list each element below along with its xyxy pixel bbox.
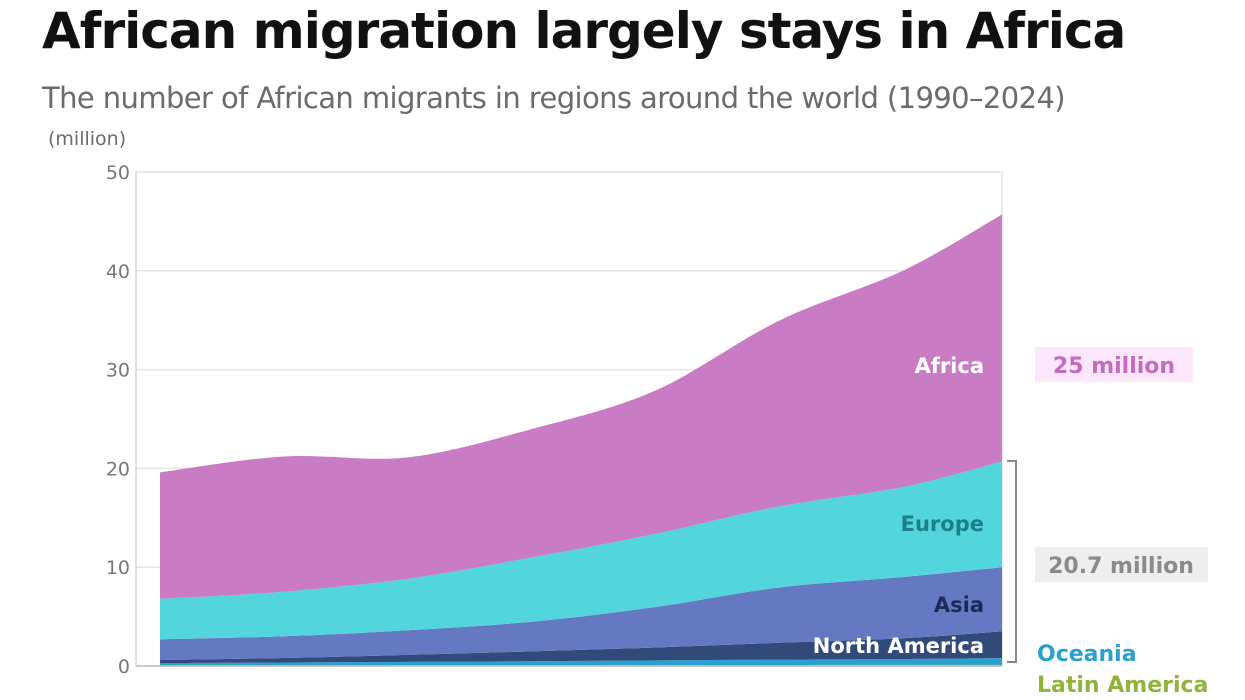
- area-oceania: [160, 658, 1002, 666]
- y-tick-0: 0: [118, 656, 130, 678]
- chart-subtitle: The number of African migrants in region…: [42, 81, 1066, 115]
- y-tick-labels: 0 10 20 30 40 50: [106, 162, 130, 678]
- series-label-latin-america: Latin America: [1037, 673, 1208, 698]
- axes: [135, 172, 1002, 667]
- africa-total-callout: 25 million: [1053, 354, 1175, 379]
- y-tick-10: 10: [106, 557, 130, 579]
- series-label-north-america: North America: [813, 634, 984, 658]
- africa-callout-bg: [1035, 347, 1193, 382]
- area-africa: [160, 214, 1002, 599]
- y-tick-30: 30: [106, 360, 130, 382]
- series-label-europe: Europe: [901, 512, 984, 536]
- y-tick-40: 40: [106, 261, 130, 283]
- area-asia: [160, 567, 1002, 661]
- y-tick-20: 20: [106, 458, 130, 480]
- area-north-america: [160, 631, 1002, 664]
- y-tick-50: 50: [106, 162, 130, 184]
- outside-africa-bracket: [1007, 460, 1017, 663]
- series-label-africa: Africa: [914, 354, 984, 378]
- outside-total-callout: 20.7 million: [1048, 554, 1194, 579]
- area-europe: [160, 461, 1002, 640]
- series-label-oceania: Oceania: [1037, 642, 1137, 667]
- series-label-asia: Asia: [934, 593, 984, 617]
- outside-callout-bg: [1035, 547, 1208, 582]
- chart-title: African migration largely stays in Afric…: [42, 2, 1126, 60]
- y-axis-unit-label: (million): [48, 128, 127, 150]
- area-series: [160, 214, 1002, 666]
